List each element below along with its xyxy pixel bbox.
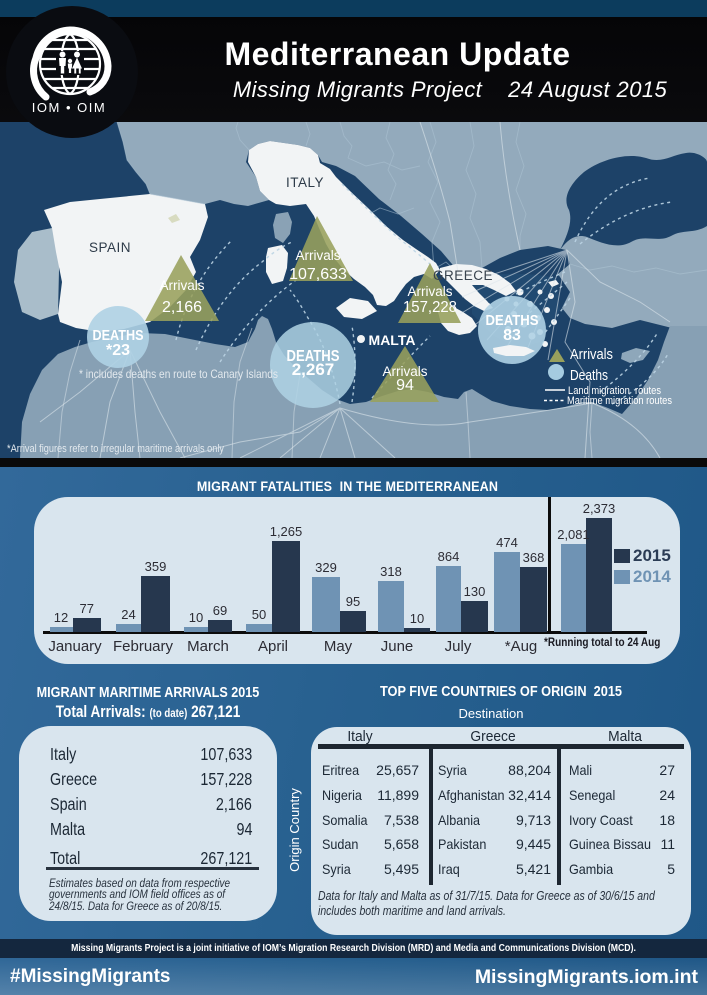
svg-text:*Arrival figures refer to irre: *Arrival figures refer to irregular mari… [7, 443, 224, 455]
svg-text:Arrivals: Arrivals [407, 284, 452, 299]
svg-text:Arrivals: Arrivals [159, 278, 204, 293]
svg-text:* includes deaths en route to: * includes deaths en route to Canary Isl… [79, 367, 278, 381]
svg-text:Arrivals: Arrivals [570, 347, 613, 363]
svg-text:83: 83 [503, 327, 521, 344]
svg-text:94: 94 [396, 377, 414, 394]
svg-text:2,166: 2,166 [162, 299, 202, 316]
svg-text:GREECE: GREECE [433, 268, 493, 283]
svg-text:DEATHS: DEATHS [93, 327, 144, 344]
svg-text:SPAIN: SPAIN [89, 240, 131, 255]
svg-text:*23: *23 [106, 342, 130, 359]
svg-text:Arrivals: Arrivals [382, 364, 427, 379]
svg-text:ITALY: ITALY [286, 175, 324, 190]
svg-text:107,633: 107,633 [289, 266, 347, 283]
svg-text:157,228: 157,228 [403, 299, 457, 316]
svg-text:IOM • OIM: IOM • OIM [32, 100, 106, 115]
svg-text:Arrivals: Arrivals [295, 248, 340, 263]
svg-text:MALTA: MALTA [369, 332, 416, 348]
svg-text:Land migration routes: Land migration routes [568, 385, 661, 397]
svg-text:Deaths: Deaths [570, 368, 608, 384]
svg-text:DEATHS: DEATHS [486, 312, 539, 329]
svg-text:2,267: 2,267 [292, 360, 335, 379]
svg-text:Maritime migration routes: Maritime migration routes [567, 395, 672, 407]
svg-text:DEATHS: DEATHS [287, 348, 340, 365]
